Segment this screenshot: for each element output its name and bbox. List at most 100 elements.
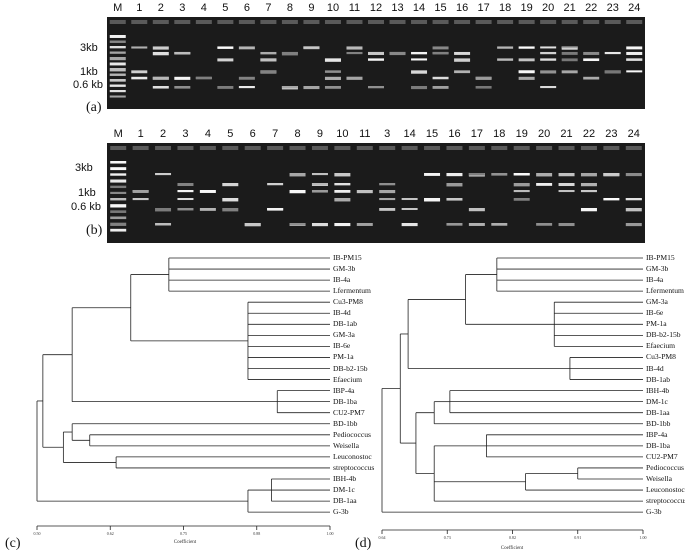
dendrogram-d-panel-label: (d) (355, 536, 372, 551)
gel-band (152, 86, 169, 89)
gel-well (558, 146, 575, 150)
lane-label: 17 (470, 128, 483, 140)
gel-band (626, 70, 643, 73)
gel-well (199, 146, 216, 150)
gel-band (174, 51, 191, 55)
gel-band (131, 46, 148, 49)
gel-band (497, 58, 514, 61)
gel-band (334, 223, 351, 227)
lane-label: 24 (628, 2, 641, 14)
gel-band (195, 76, 212, 80)
gel-band (131, 76, 148, 80)
gel-band (468, 208, 485, 212)
dendrogram-leaf-label: DB-b2-15b (333, 363, 368, 373)
gel-band (379, 198, 396, 201)
dendrogram-leaf-label: Efaecium (333, 374, 363, 384)
gel-band (109, 40, 126, 43)
gel-band (536, 173, 553, 177)
dendrogram-leaf-label: IBH-4b (646, 385, 670, 395)
gel-band (109, 51, 126, 54)
dendrogram-c-axis-title: Coefficient (173, 540, 197, 545)
gel-well (475, 20, 492, 24)
gel-band (518, 46, 535, 49)
gel-b-marker-0.6kb: 0.6 kb (71, 201, 101, 213)
dendrogram-leaf-label: Pediococcus (333, 429, 371, 439)
lane-label: 7 (272, 128, 279, 140)
dendrogram-leaf-label: DB-b2-15b (646, 330, 681, 340)
gel-band (177, 208, 194, 211)
gel-band (540, 86, 557, 89)
gel-band (110, 204, 127, 208)
gel-band (446, 173, 463, 177)
gel-band (368, 51, 384, 55)
gel-well (432, 20, 449, 24)
lane-label: 9 (316, 128, 324, 140)
gel-band (580, 190, 597, 193)
dendrogram-leaf-label: CU2-PM7 (646, 451, 678, 461)
lane-label: 18 (498, 2, 512, 14)
gel-band (536, 223, 553, 226)
gel-band (356, 190, 373, 194)
gel-band (540, 58, 557, 61)
gel-band (580, 173, 597, 177)
dendrogram-tick-label: 0.91 (574, 535, 582, 540)
gel-well (110, 146, 127, 150)
gel-band (454, 51, 471, 55)
gel-band (199, 190, 216, 193)
lane-label: 15 (434, 2, 447, 14)
dendrogram-tick-label: 0.62 (106, 531, 114, 536)
gel-band (217, 46, 234, 49)
dendrogram-tick-label: 0.50 (33, 531, 41, 536)
dendrogram-c-panel-label: (c) (5, 536, 21, 551)
gel-b-panel-label: (b) (86, 223, 103, 238)
gel-band (513, 190, 530, 193)
lane-label: 22 (582, 128, 596, 140)
lane-label: 21 (560, 128, 573, 140)
dendrogram-leaf-label: CU2-PM7 (333, 407, 365, 417)
dendrogram-leaf-label: streptococcus (646, 496, 685, 506)
gel-well (401, 146, 418, 150)
gel-band (432, 46, 449, 50)
dendrogram-leaf-label: IB-6e (646, 308, 664, 318)
dendrogram-leaf-label: IB-PM15 (646, 253, 675, 262)
gel-band (561, 51, 578, 55)
gel-band (238, 46, 255, 50)
gel-band (389, 51, 406, 56)
gel-band (558, 183, 575, 187)
gel-band (346, 51, 363, 55)
gel-well (368, 20, 384, 24)
lane-label: 5 (227, 128, 234, 140)
gel-band (334, 173, 351, 177)
gel-band (110, 216, 127, 220)
lane-label: 20 (538, 128, 551, 140)
dendrogram-d-axis-title: Coefficient (500, 546, 524, 551)
gel-band (468, 223, 485, 226)
gel-band (446, 183, 463, 187)
gel-band (267, 208, 284, 211)
gel-well (604, 20, 621, 24)
gel-well (174, 20, 191, 24)
gel-band (222, 183, 239, 187)
dendrogram-tick-label: 0.64 (378, 535, 386, 540)
gel-well (289, 146, 306, 150)
gel-band (625, 208, 642, 212)
gel-band (475, 86, 492, 89)
lane-label: 16 (448, 128, 461, 140)
dendrogram-leaf-label: Lfermentum (646, 286, 684, 296)
gel-band (110, 179, 127, 183)
gel-well (468, 146, 485, 150)
gel-band (518, 58, 535, 62)
dendrogram-tick-label: 0.73 (443, 535, 451, 540)
lane-label: 15 (425, 128, 439, 140)
gel-band (401, 223, 418, 227)
gel-image-a (107, 17, 645, 109)
gel-well (540, 20, 557, 24)
gel-band (131, 70, 148, 74)
gel-band (379, 183, 396, 186)
dendrogram-leaf-label: IB-4a (646, 275, 664, 285)
gel-image-b (107, 143, 645, 243)
lane-label: 10 (336, 128, 349, 140)
dendrogram-leaf-label: Weisella (333, 440, 359, 450)
dendrogram-leaf-label: DB-1ba (646, 440, 671, 450)
gel-well (132, 146, 149, 150)
